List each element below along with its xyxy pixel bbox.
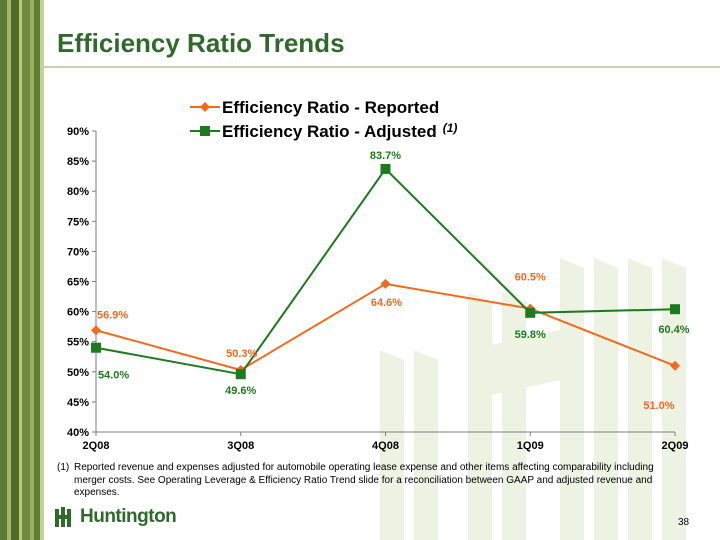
series-line	[95, 167, 676, 376]
data-label: 51.0%	[643, 400, 674, 412]
x-tick-label: 2Q08	[83, 440, 110, 452]
data-point	[91, 325, 101, 336]
data-point	[235, 369, 246, 380]
data-label: 83.7%	[370, 150, 401, 162]
data-point	[670, 304, 680, 315]
data-label: 64.6%	[371, 297, 402, 309]
chart-axes: 40% 45% 50% 55% 60% 65% 70% 75% 80% 85% 90% 2Q08 3Q0…	[67, 126, 688, 452]
y-tick-label: 40%	[67, 427, 89, 439]
y-tick-label: 65%	[67, 277, 89, 289]
x-tick-label: 4Q08	[372, 440, 399, 452]
y-tick-label: 50%	[67, 367, 89, 379]
left-decorative-stripes	[0, 0, 44, 540]
data-label: 60.5%	[515, 272, 546, 284]
slide-title: Efficiency Ratio Trends	[57, 28, 345, 58]
footnote: (1) Reported revenue and expenses adjust…	[57, 462, 672, 500]
data-labels-layer: 56.9% 50.3% 64.6% 60.5% 51.0% 54.0% 49.6% 83.7%…	[97, 150, 690, 412]
title-divider	[44, 66, 720, 68]
data-label: 59.8%	[515, 329, 546, 341]
legend-marker	[200, 126, 210, 136]
data-point	[380, 278, 391, 289]
series-layer	[91, 163, 680, 380]
legend-marker	[200, 102, 210, 112]
legend-label: Efficiency Ratio - Adjusted (1)	[222, 121, 457, 141]
data-point	[670, 360, 680, 371]
y-tick-label: 75%	[67, 216, 89, 228]
data-point	[380, 163, 391, 174]
y-tick-label: 85%	[67, 156, 89, 168]
huntington-logo-icon	[55, 507, 71, 527]
data-label: 54.0%	[98, 370, 129, 382]
data-label: 49.6%	[225, 385, 256, 397]
series-reported	[91, 278, 680, 375]
y-tick-label: 80%	[67, 186, 89, 198]
y-tick-label: 70%	[67, 246, 89, 258]
logo-wordmark: Huntington	[80, 506, 177, 527]
y-tick-label: 60%	[67, 307, 89, 319]
legend-label: Efficiency Ratio - Reported	[222, 98, 439, 117]
data-label: 60.4%	[658, 324, 689, 336]
huntington-logo: Huntington	[54, 506, 177, 528]
footnote-text: Reported revenue and expenses adjusted f…	[74, 462, 654, 498]
x-tick-label: 2Q09	[662, 440, 689, 452]
chart-legend: Efficiency Ratio - Reported Efficiency Ra…	[190, 98, 457, 141]
y-tick-label: 90%	[67, 126, 89, 138]
page-number: 38	[678, 517, 690, 528]
data-point	[525, 307, 536, 318]
y-tick-label: 55%	[67, 337, 89, 349]
x-tick-label: 3Q08	[227, 440, 254, 452]
x-tick-label: 1Q09	[517, 440, 544, 452]
series-adjusted	[91, 163, 680, 380]
footnote-marker: (1)	[57, 462, 70, 473]
data-point	[91, 342, 101, 353]
data-label: 50.3%	[226, 348, 257, 360]
data-label: 56.9%	[97, 309, 128, 321]
y-tick-label: 45%	[67, 397, 89, 409]
